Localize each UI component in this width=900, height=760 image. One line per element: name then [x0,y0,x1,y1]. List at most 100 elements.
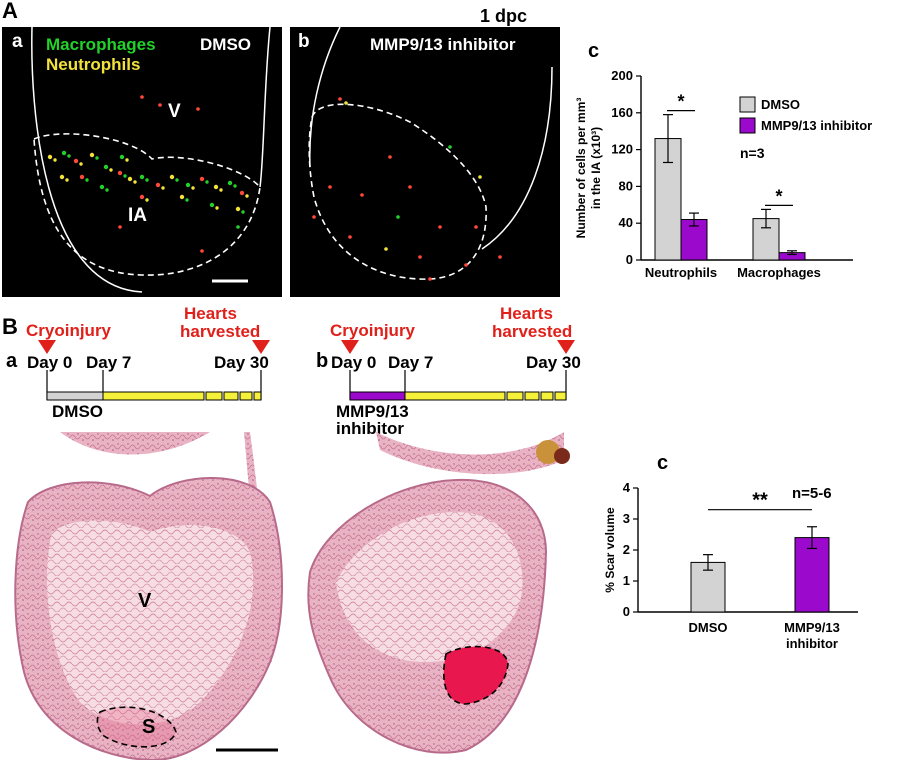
cell-marker [388,155,392,159]
cell-marker [123,174,127,178]
day30-label-a: Day 30 [214,353,269,372]
arrow-down-icon [252,340,270,354]
cell-marker [179,194,185,200]
significance-marker: * [775,186,782,206]
legend-label: DMSO [761,97,800,112]
day30-label-b: Day 30 [526,353,581,372]
timeline-a [38,340,270,401]
y-axis-label-line1: Number of cells per mm³ [574,98,588,239]
cell-marker [338,97,342,101]
day7-label-b: Day 7 [388,353,434,372]
arrow-down-icon [341,340,359,354]
condition-label-dmso: DMSO [200,35,251,54]
harvested-label-a: harvested [180,322,261,341]
cell-marker [155,182,161,188]
y-tick-label: 3 [623,511,630,526]
cell-marker [245,194,249,198]
x-category-label: MMP9/13 [784,620,840,635]
label-ventricle: V [168,101,181,122]
cell-marker [227,180,233,186]
panel-a-sub-c: c [588,40,600,62]
n-label: n=5-6 [792,485,832,502]
cell-marker [233,184,237,188]
cell-marker [79,174,85,180]
cell-marker [103,164,109,170]
y-tick-label: 80 [619,178,633,193]
cell-marker [140,95,144,99]
y-tick-label: 120 [611,142,633,157]
cell-marker [85,178,89,182]
legend-neutrophils: Neutrophils [46,55,141,74]
treatment-label-dmso: DMSO [52,402,103,421]
arrow-down-icon [557,340,575,354]
y-tick-label: 1 [623,573,630,588]
significance-marker: * [677,92,684,112]
cell-marker [145,198,149,202]
cell-marker [474,225,478,229]
cell-marker [219,188,223,192]
x-category-label: inhibitor [786,636,838,651]
y-tick-label: 2 [623,542,630,557]
y-tick-label: 0 [623,604,630,619]
cell-marker [119,154,125,160]
treatment-label-inhibitor-2: inhibitor [336,419,404,438]
timeline-b [341,340,575,401]
cell-marker [145,178,149,182]
cell-marker [67,154,71,158]
histology-heart-dmso [14,432,283,760]
cell-marker [61,150,67,156]
legend-label: MMP9/13 inhibitor [761,118,872,133]
cell-marker [236,225,240,229]
histology-heart-inhibitor [307,432,570,754]
cell-marker [89,152,95,158]
panel-b-sub-b: b [298,31,310,52]
cell-marker [127,176,133,182]
cell-marker [79,162,83,166]
condition-label-inhibitor: MMP9/13 inhibitor [370,35,516,54]
y-tick-label: 40 [619,215,633,230]
cell-marker [125,158,129,162]
cell-marker [73,158,79,164]
cell-marker [418,255,422,259]
cell-marker [199,176,205,182]
x-category-label: Macrophages [737,265,821,280]
panel-b-sub-b: b [316,350,329,372]
cell-marker [59,174,65,180]
cell-marker [175,178,179,182]
panel-b-sub-a: a [6,350,18,372]
y-axis-label-line2: in the IA (x10³) [589,127,603,209]
legend-macrophages: Macrophages [46,35,156,54]
cell-marker [478,175,482,179]
fluorescence-image-inhibitor: b MMP9/13 inhibitor [290,27,560,297]
fluorescence-image-dmso: a Macrophages Neutrophils DMSO V IA [2,27,282,297]
cell-marker [438,225,442,229]
cell-marker [109,168,113,172]
label-scar: S [142,716,156,738]
cell-marker [133,180,137,184]
fluorescence-drawing-inhibitor [308,27,553,281]
cell-marker [169,174,175,180]
cell-marker [408,185,412,189]
cell-marker [200,249,204,253]
x-category-label: Neutrophils [645,265,717,280]
n-label: n=3 [740,145,765,161]
cryoinjury-label-a: Cryoinjury [26,321,112,340]
hearts-label-b: Hearts [500,304,553,323]
cell-marker [65,178,69,182]
cell-marker [344,101,348,105]
day0-label-b: Day 0 [331,353,377,372]
cell-marker [205,180,209,184]
treatment-label-inhibitor-1: MMP9/13 [336,402,409,421]
day7-label-a: Day 7 [86,353,132,372]
day0-label-a: Day 0 [27,353,73,372]
hearts-label-a: Hearts [184,304,237,323]
cell-marker [235,206,241,212]
label-injured-area: IA [128,205,147,226]
cell-marker [47,154,53,160]
legend-swatch [739,117,756,134]
cell-marker [241,210,245,214]
cell-marker [428,277,432,281]
cell-marker [396,215,400,219]
cell-marker [105,188,109,192]
